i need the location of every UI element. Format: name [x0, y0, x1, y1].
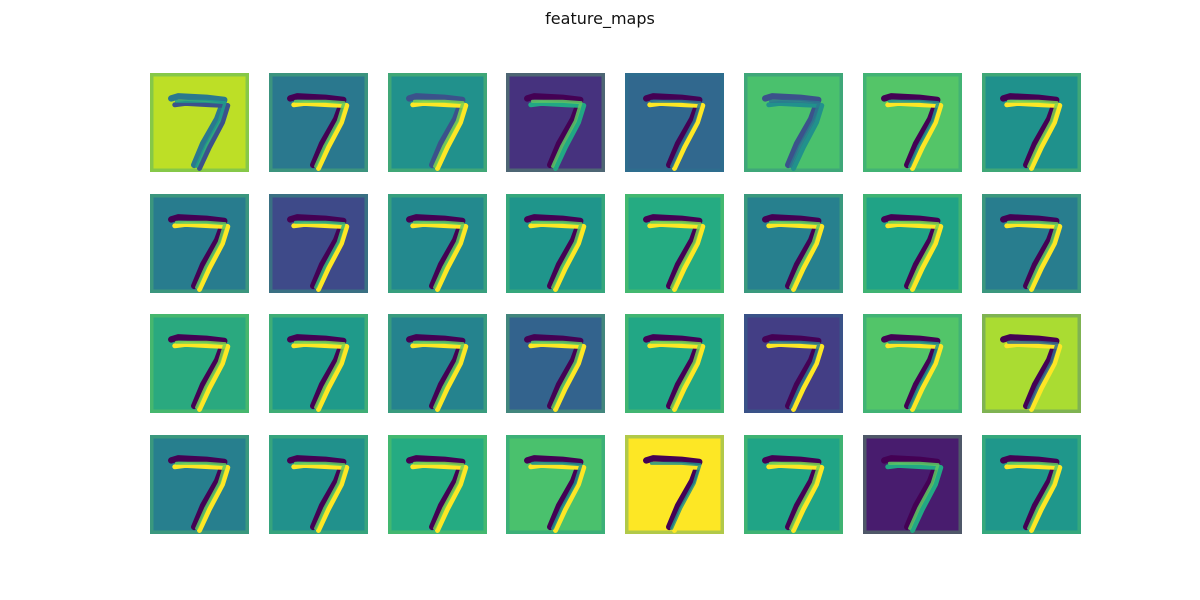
- feature-map-image: [862, 434, 962, 534]
- feature-map-image: [150, 314, 249, 413]
- feature-map-image: [744, 73, 843, 172]
- feature-map-image: [150, 73, 249, 172]
- feature-map-0-7: [981, 73, 1081, 172]
- feature-map-0-4: [625, 73, 725, 172]
- feature-map-image: [981, 73, 1081, 172]
- feature-map-image: [387, 434, 487, 534]
- feature-map-image: [268, 314, 368, 413]
- feature-map-0-3: [506, 73, 606, 172]
- feature-map-0-0: [150, 73, 249, 172]
- feature-map-3-4: [625, 434, 725, 534]
- feature-map-0-6: [862, 73, 962, 172]
- feature-map-image: [981, 434, 1081, 534]
- feature-map-1-3: [506, 193, 606, 293]
- feature-map-1-7: [981, 193, 1081, 293]
- feature-map-0-1: [268, 73, 368, 172]
- feature-map-2-6: [862, 314, 962, 413]
- feature-map-2-2: [387, 314, 487, 413]
- feature-map-1-0: [150, 193, 249, 293]
- feature-map-1-1: [268, 193, 368, 293]
- feature-map-image: [268, 193, 368, 293]
- feature-map-3-6: [862, 434, 962, 534]
- feature-map-image: [150, 193, 249, 293]
- feature-map-image: [981, 193, 1081, 293]
- feature-map-image: [625, 314, 725, 413]
- feature-map-image: [506, 434, 606, 534]
- feature-map-image: [625, 193, 725, 293]
- feature-map-image: [744, 314, 843, 413]
- feature-map-image: [506, 193, 606, 293]
- feature-map-image: [150, 434, 249, 534]
- feature-map-2-1: [268, 314, 368, 413]
- feature-map-image: [268, 434, 368, 534]
- feature-map-image: [862, 314, 962, 413]
- feature-map-0-2: [387, 73, 487, 172]
- feature-map-image: [981, 314, 1081, 413]
- feature-map-image: [506, 73, 606, 172]
- feature-map-2-0: [150, 314, 249, 413]
- feature-map-3-1: [268, 434, 368, 534]
- feature-map-3-3: [506, 434, 606, 534]
- feature-map-image: [387, 73, 487, 172]
- figure-title: feature_maps: [545, 9, 655, 28]
- feature-map-image: [862, 73, 962, 172]
- feature-map-image: [625, 73, 725, 172]
- feature-map-image: [506, 314, 606, 413]
- feature-map-1-6: [862, 193, 962, 293]
- feature-map-2-3: [506, 314, 606, 413]
- feature-map-3-5: [744, 434, 843, 534]
- feature-map-image: [744, 434, 843, 534]
- feature-map-1-2: [387, 193, 487, 293]
- feature-map-image: [862, 193, 962, 293]
- feature-map-image: [387, 193, 487, 293]
- feature-map-image: [744, 193, 843, 293]
- feature-map-0-5: [744, 73, 843, 172]
- feature-map-3-2: [387, 434, 487, 534]
- feature-map-2-4: [625, 314, 725, 413]
- feature-map-2-7: [981, 314, 1081, 413]
- feature-map-2-5: [744, 314, 843, 413]
- feature-map-1-4: [625, 193, 725, 293]
- feature-map-1-5: [744, 193, 843, 293]
- feature-map-3-0: [150, 434, 249, 534]
- feature-map-image: [268, 73, 368, 172]
- feature-map-image: [625, 434, 725, 534]
- feature-map-image: [387, 314, 487, 413]
- feature-map-3-7: [981, 434, 1081, 534]
